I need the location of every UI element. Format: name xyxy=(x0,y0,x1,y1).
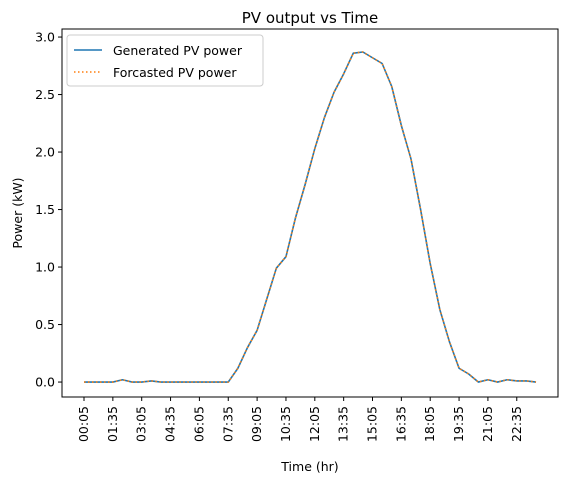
plot-area xyxy=(62,29,558,397)
legend: Generated PV power Forcasted PV power xyxy=(66,34,264,87)
x-tick-label: 00:05 xyxy=(76,406,91,442)
plot-frame xyxy=(61,28,559,398)
y-tick-label: 0.0 xyxy=(35,375,55,390)
series-lines xyxy=(84,51,537,383)
y-tick-label: 3.0 xyxy=(35,30,55,45)
x-tick-label: 22:35 xyxy=(509,406,524,442)
x-tick-label: 07:35 xyxy=(220,406,235,442)
y-axis-label: Power (kW) xyxy=(10,177,25,248)
chart-title: PV output vs Time xyxy=(242,9,379,27)
series-line-forecasted xyxy=(84,51,537,383)
x-tick-label: 01:35 xyxy=(105,406,120,442)
legend-label-forecasted: Forcasted PV power xyxy=(113,65,237,80)
y-axis-ticks: 0.0 0.5 1.0 1.5 2.0 2.5 3.0 xyxy=(35,30,62,390)
x-tick-label: 13:35 xyxy=(336,406,351,442)
x-tick-label: 16:35 xyxy=(393,406,408,442)
y-tick-label: 2.0 xyxy=(35,145,55,160)
y-tick-label: 1.5 xyxy=(35,202,55,217)
x-tick-label: 06:05 xyxy=(191,406,206,442)
y-tick-label: 0.5 xyxy=(35,317,55,332)
x-axis-ticks: 00:05 01:35 03:05 04:35 06:05 07:35 09:05 10:35… xyxy=(76,397,524,442)
x-tick-label: 12:05 xyxy=(307,406,322,442)
y-tick-label: 2.5 xyxy=(35,87,55,102)
x-tick-label: 09:05 xyxy=(249,406,264,442)
x-tick-label: 10:35 xyxy=(278,406,293,442)
x-tick-label: 21:05 xyxy=(480,406,495,442)
x-tick-label: 18:05 xyxy=(422,406,437,442)
legend-label-generated: Generated PV power xyxy=(113,43,243,58)
x-axis-label: Time (hr) xyxy=(280,459,338,474)
y-tick-label: 1.0 xyxy=(35,260,55,275)
x-tick-label: 04:35 xyxy=(163,406,178,442)
x-tick-label: 03:05 xyxy=(134,406,149,442)
x-tick-label: 19:35 xyxy=(451,406,466,442)
legend-box xyxy=(66,34,264,87)
x-tick-label: 15:05 xyxy=(365,406,380,442)
